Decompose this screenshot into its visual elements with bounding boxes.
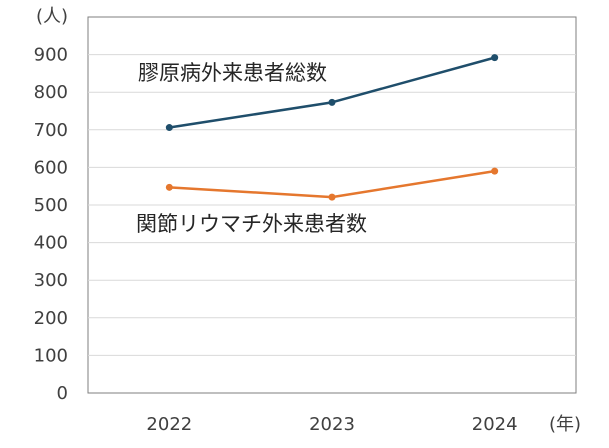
y-tick-0: 0 (57, 383, 68, 404)
y-tick-300: 300 (34, 270, 68, 291)
y-tick-700: 700 (34, 120, 68, 141)
data-point-s0-2024 (491, 54, 499, 62)
y-tick-100: 100 (34, 345, 68, 366)
x-tick-labels: 2022 2023 2024 (146, 414, 517, 435)
y-tick-500: 500 (34, 195, 68, 216)
y-tick-labels: 0 100 200 300 400 500 600 700 800 900 (34, 45, 68, 404)
data-point-s1-2024 (491, 167, 499, 175)
data-point-s0-2022 (165, 124, 173, 132)
x-tick-2023: 2023 (309, 414, 355, 435)
series-lines (165, 54, 499, 201)
x-axis-unit: (年) (549, 414, 581, 435)
x-tick-2022: 2022 (146, 414, 192, 435)
series-label-ra: 関節リウマチ外来患者数 (136, 212, 367, 236)
y-tick-400: 400 (34, 233, 68, 254)
data-point-s0-2023 (328, 98, 336, 106)
y-tick-900: 900 (34, 45, 68, 66)
y-tick-800: 800 (34, 82, 68, 103)
y-tick-600: 600 (34, 157, 68, 178)
y-axis-unit: (人) (36, 6, 68, 27)
series-label-collagen-total: 膠原病外来患者総数 (138, 61, 327, 85)
y-tick-200: 200 (34, 308, 68, 329)
data-point-s1-2023 (328, 193, 336, 201)
x-tick-2024: 2024 (472, 414, 518, 435)
data-point-s1-2022 (165, 183, 173, 191)
